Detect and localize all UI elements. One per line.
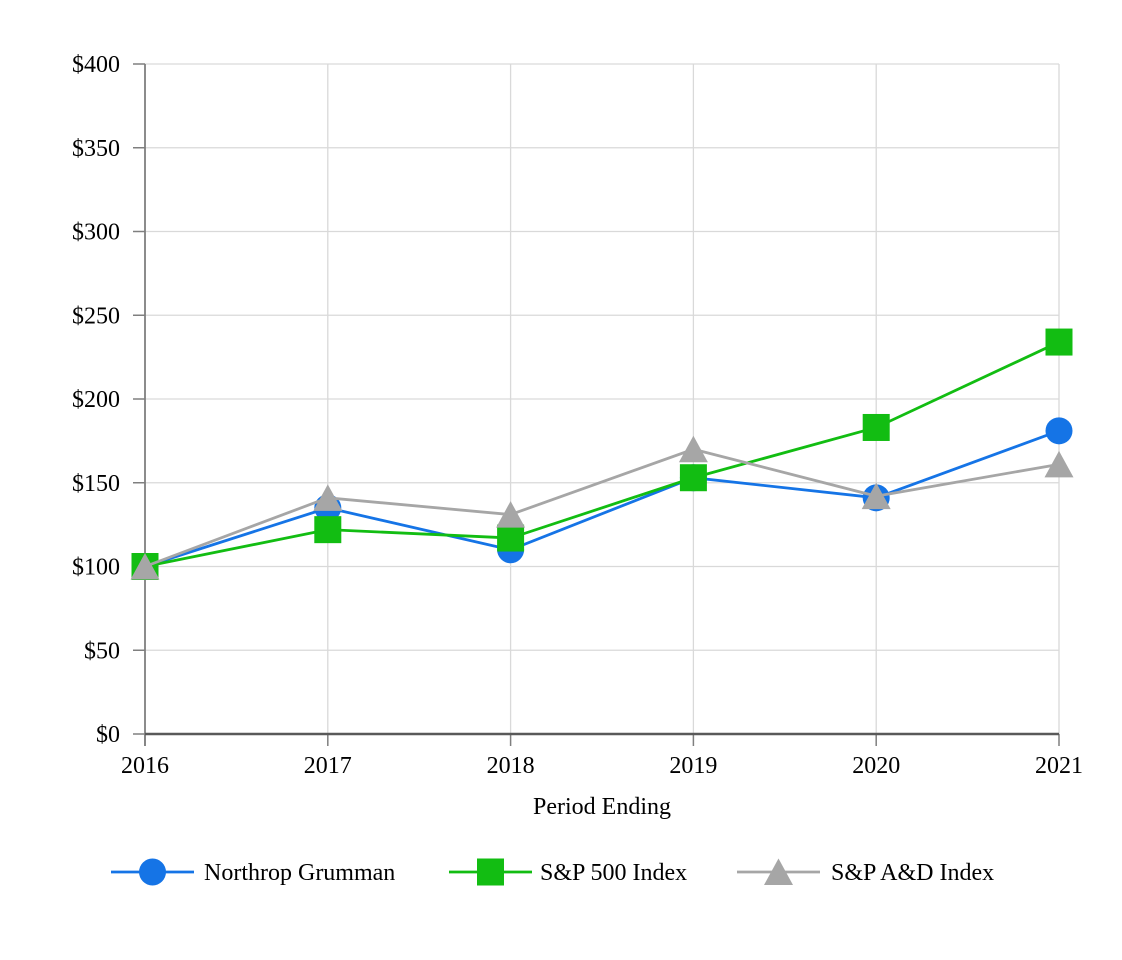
y-tick-label: $100 [72, 555, 120, 581]
y-tick-label: $250 [72, 303, 120, 329]
legend-item-s-p-a-d-index: S&P A&D Index [737, 858, 994, 886]
triangle-marker-icon [1044, 450, 1074, 478]
triangle-marker-icon [678, 435, 708, 463]
y-tick-label: $200 [72, 387, 120, 413]
circle-marker-icon [139, 858, 166, 886]
square-marker-icon [1045, 328, 1073, 356]
series-line [144, 429, 1060, 568]
x-axis-title: Period Ending [533, 794, 671, 820]
x-tick-label: 2020 [852, 753, 900, 779]
axes [133, 63, 1060, 746]
square-marker-icon [497, 524, 525, 552]
chart-legend: Northrop Grumman S&P 500 Index S&P A&D Ind… [111, 858, 994, 886]
series-northrop-grumman [131, 417, 1073, 580]
legend-label: S&P 500 Index [540, 860, 687, 886]
x-tick-label: 2016 [121, 753, 169, 779]
series-line [144, 340, 1060, 568]
y-tick-label: $50 [84, 638, 120, 664]
y-tick-label: $150 [72, 471, 120, 497]
y-tick-label: $0 [96, 722, 120, 748]
legend-label: Northrop Grumman [204, 860, 395, 886]
square-marker-icon [314, 516, 342, 544]
square-marker-icon [679, 464, 707, 492]
square-marker-icon [477, 858, 504, 886]
y-tick-label: $350 [72, 136, 120, 162]
gridlines [145, 63, 1060, 734]
x-tick-label: 2017 [304, 753, 352, 779]
x-tick-label: 2019 [669, 753, 717, 779]
triangle-marker-icon [130, 553, 160, 580]
triangle-marker-icon [861, 482, 891, 510]
legend-item-s-p-500-index: S&P 500 Index [449, 858, 687, 886]
triangle-marker-icon [496, 501, 526, 528]
series-line [144, 447, 1060, 568]
x-tick-label: 2018 [487, 753, 535, 779]
legend-label: S&P A&D Index [831, 860, 994, 886]
legend-item-northrop-grumman: Northrop Grumman [111, 858, 395, 886]
x-tick-label: 2021 [1035, 753, 1083, 779]
circle-marker-icon [1045, 417, 1073, 445]
y-tick-label: $400 [72, 52, 120, 78]
series-s-p-500-index [131, 328, 1073, 580]
y-tick-label: $300 [72, 220, 120, 246]
series-s-p-a-d-index [130, 435, 1074, 580]
triangle-marker-icon [764, 858, 793, 885]
triangle-marker-icon [313, 484, 343, 511]
square-marker-icon [862, 413, 890, 441]
axis-labels: $0 $50 $100 $150 $200 $250 $300 $350 $400 2016 201… [72, 52, 1083, 820]
